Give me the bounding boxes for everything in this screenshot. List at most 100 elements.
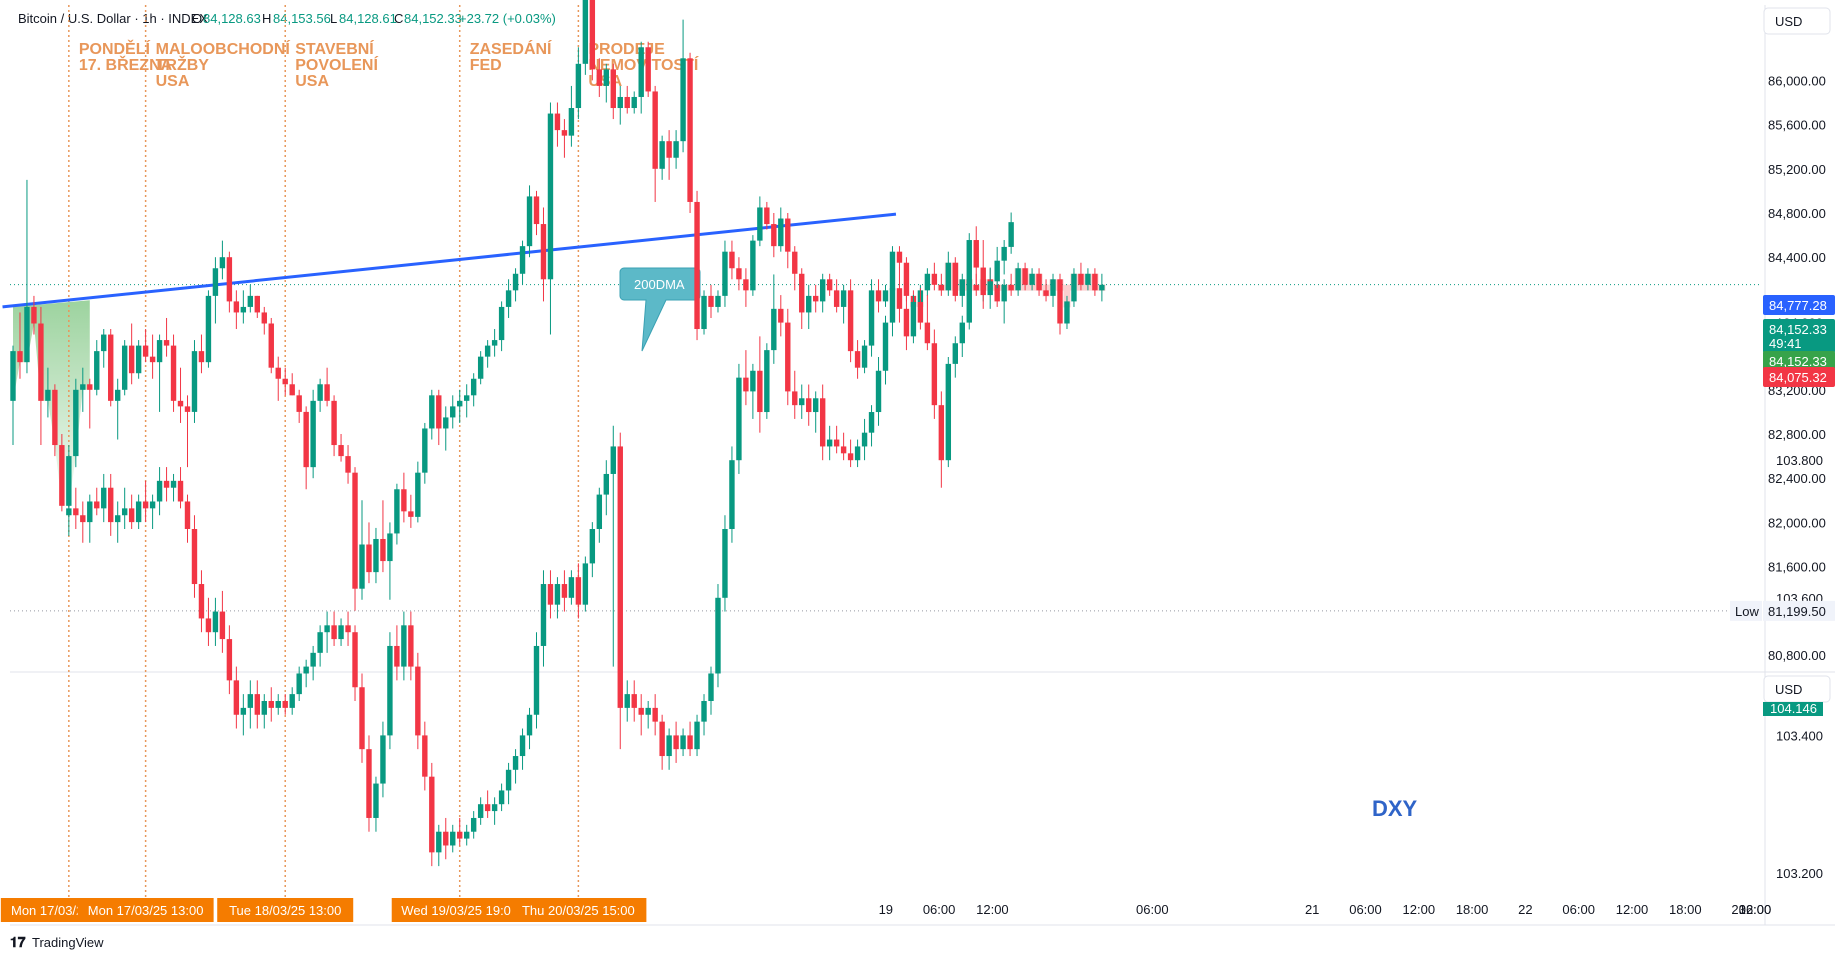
candle-body [924, 273, 931, 291]
btc-candle [387, 522, 393, 600]
currency-button-main[interactable]: USD [1763, 7, 1831, 35]
price-tick: 84,800.00 [1768, 206, 1826, 221]
candle-body [149, 356, 156, 363]
candle-body [310, 652, 316, 667]
dxy-candle [889, 274, 896, 337]
candle-body [156, 340, 163, 363]
dxy-candle [429, 762, 435, 867]
candle-body [631, 96, 637, 109]
candle-body [687, 735, 693, 750]
trendline-callout[interactable]: 200DMA [619, 267, 701, 352]
candle-body [17, 351, 23, 363]
candle-body [938, 405, 945, 461]
candle-body [813, 295, 819, 302]
candle-body [212, 268, 219, 296]
candle-body [450, 831, 456, 846]
candle-body [722, 251, 728, 296]
candle-body [861, 432, 868, 447]
trendline-200dma[interactable] [2, 212, 897, 309]
btc-candle [289, 373, 295, 396]
tradingview-brand[interactable]: 𝟏𝟕 TradingView [10, 934, 104, 950]
trend-price-tag[interactable]: 84,777.28 [1763, 295, 1835, 315]
dxy-candle [101, 473, 107, 523]
btc-candle [715, 290, 721, 313]
dxy-candle [352, 625, 358, 701]
candle-body [401, 489, 407, 512]
low-tag: Low 81,199.50 [1730, 600, 1835, 621]
candle-body [247, 295, 254, 307]
candle-body [310, 400, 316, 468]
candle-body [582, 0, 589, 64]
candle-body [750, 240, 756, 291]
prev-price-tag[interactable]: 84,152.33 [1763, 351, 1835, 371]
dxy-candle [184, 494, 191, 543]
time-tick: 21 [1305, 902, 1319, 917]
candle-body [526, 196, 533, 247]
close-label: C [394, 11, 403, 26]
candle-body [491, 804, 498, 812]
candle-body [659, 141, 665, 169]
tradingview-logo-icon: 𝟏𝟕 [10, 934, 26, 950]
candle-body [1085, 273, 1091, 285]
candle-body [645, 707, 651, 715]
candle-body [610, 69, 616, 109]
btc-candle [722, 240, 728, 307]
candle-body [896, 251, 903, 263]
candle-body [436, 395, 442, 429]
dxy-candle [261, 694, 267, 729]
candle-body [701, 701, 707, 722]
event-time-label[interactable]: Mon 17/03/25 13:00 [77, 898, 214, 922]
event-time-label[interactable]: Wed 19/03/25 19:00 [391, 898, 528, 922]
candle-body [833, 290, 840, 307]
price-tick: 86,000.00 [1768, 73, 1826, 88]
candle-body [401, 625, 407, 667]
candle-body [764, 350, 770, 413]
price-tick: 82,000.00 [1768, 515, 1826, 530]
candle-body [847, 453, 854, 461]
open-price-tag[interactable]: 84,075.32 [1763, 367, 1835, 387]
candle-body [163, 340, 170, 346]
btc-candle [680, 19, 686, 153]
candle-body [519, 735, 526, 757]
candle-body [135, 345, 142, 374]
btc-candle [1043, 279, 1049, 302]
event-time-label[interactable]: Tue 18/03/25 13:00 [217, 898, 354, 922]
btc-candle [624, 85, 630, 114]
btc-candle [764, 201, 770, 230]
dxy-candle [561, 570, 568, 612]
dxy-candle [980, 240, 986, 309]
candle-body [142, 345, 149, 357]
dxy-candle [498, 783, 505, 812]
btc-candle [540, 207, 547, 302]
candle-body [778, 308, 784, 323]
candle-body [289, 694, 295, 708]
btc-candle [896, 246, 903, 269]
high-label: H [262, 11, 271, 26]
btc-candle [785, 213, 791, 269]
candle-body [443, 831, 449, 846]
dxy-candle [917, 288, 924, 330]
currency-button-sub[interactable]: USD [1763, 675, 1831, 703]
btc-candle [254, 295, 260, 318]
dxy-candle [73, 487, 79, 529]
btc-candle [1050, 273, 1056, 307]
candle-body [1008, 284, 1014, 291]
candle-body [624, 694, 630, 708]
btc-candle [1001, 279, 1007, 324]
btc-candle [861, 340, 868, 374]
dxy-last-tag[interactable]: 104.146 [1763, 701, 1823, 716]
candle-body [819, 398, 826, 447]
btc-candle [666, 130, 672, 180]
candle-body [1008, 222, 1014, 247]
btc-candle [408, 494, 414, 528]
last-price-bg [1763, 319, 1835, 353]
event-time-label[interactable]: Thu 20/03/25 15:00 [510, 898, 647, 922]
btc-candle [645, 41, 651, 97]
candle-body [652, 91, 658, 169]
time-tick: 19 [879, 902, 893, 917]
symbol-title[interactable]: Bitcoin / U.S. Dollar · 1h · INDEX [18, 11, 208, 26]
candle-body [373, 538, 379, 573]
dxy-last-value: 104.146 [1770, 701, 1817, 716]
